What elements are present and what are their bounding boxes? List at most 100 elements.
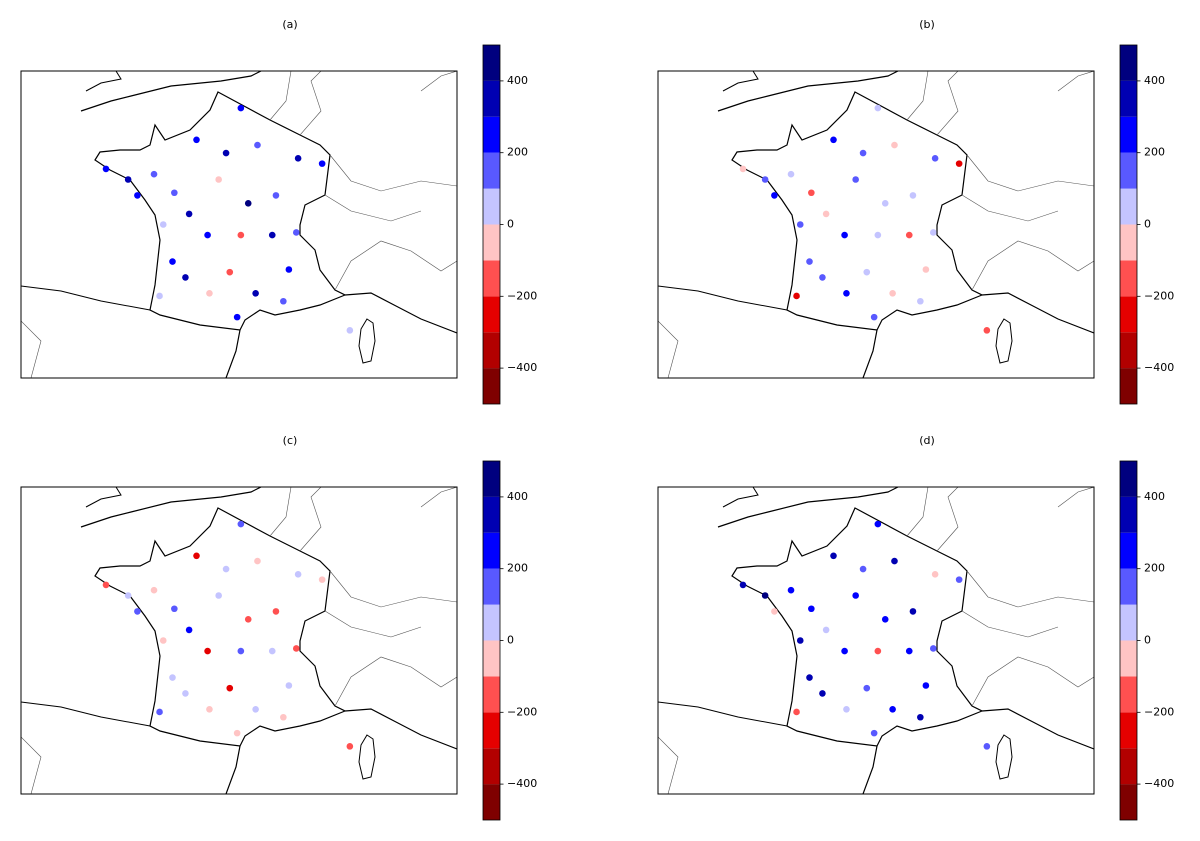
station-point	[134, 192, 141, 199]
station-point	[215, 592, 222, 599]
station-point	[870, 313, 878, 321]
panel-title: (a)	[282, 18, 297, 31]
station-point	[292, 229, 300, 236]
station-point	[346, 743, 354, 750]
station-point	[793, 708, 800, 716]
station-point	[185, 626, 193, 634]
station-point	[233, 313, 241, 321]
station-point	[830, 552, 837, 560]
station-point	[280, 713, 287, 721]
station-point	[891, 557, 898, 565]
station-point	[874, 104, 882, 112]
colorbar-tick-label: −400	[1144, 361, 1174, 374]
station-point	[156, 708, 163, 716]
station-point	[909, 608, 917, 615]
station-point	[917, 713, 924, 721]
colorbar-segment	[1120, 496, 1137, 533]
colorbar-segment	[483, 640, 500, 677]
station-point	[237, 104, 245, 112]
colorbar-segment	[1120, 332, 1137, 369]
panel: (b) −400 −200 0 200 400	[657, 18, 1174, 405]
station-point	[863, 684, 871, 692]
colorbar-segment	[1120, 188, 1137, 225]
colorbar-segment	[1120, 260, 1137, 297]
station-point	[931, 571, 939, 578]
colorbar-segment	[1120, 604, 1137, 641]
colorbar-tick-label: −400	[507, 777, 537, 790]
station-point	[252, 290, 259, 297]
map	[21, 71, 457, 378]
station-point	[863, 268, 871, 276]
station-point	[917, 297, 924, 305]
station-point	[185, 210, 193, 218]
station-point	[268, 231, 276, 239]
colorbar-tick-label: −400	[1144, 777, 1174, 790]
station-point	[237, 647, 245, 655]
colorbar-segment	[1120, 784, 1137, 820]
station-point	[881, 200, 889, 207]
station-point	[169, 258, 176, 265]
colorbar-tick-label: 200	[507, 562, 528, 575]
colorbar-segment	[483, 604, 500, 641]
station-point	[822, 626, 830, 634]
map-frame	[657, 486, 1095, 795]
colorbar-segment	[483, 461, 500, 497]
station-point	[294, 155, 302, 162]
station-point	[222, 149, 230, 157]
map	[21, 487, 457, 794]
station-point	[787, 586, 795, 594]
panel-title: (d)	[919, 434, 935, 447]
station-point	[134, 608, 141, 615]
colorbar-segment	[1120, 152, 1137, 189]
station-point	[819, 690, 826, 697]
colorbar-segment	[1120, 80, 1137, 117]
station-point	[171, 605, 178, 613]
station-point	[150, 586, 158, 594]
station-point	[285, 266, 293, 273]
station-point	[859, 565, 867, 573]
colorbar-segment	[483, 45, 500, 81]
station-point	[852, 176, 859, 183]
colorbar-segment	[1120, 116, 1137, 153]
station-point	[891, 141, 898, 149]
station-point	[102, 581, 110, 589]
colorbar-segment	[1120, 368, 1137, 404]
colorbar-segment	[1120, 748, 1137, 785]
station-point	[843, 290, 850, 297]
station-point	[843, 706, 850, 713]
station-point	[870, 729, 878, 737]
station-point	[771, 192, 778, 199]
station-point	[852, 592, 859, 599]
station-point	[102, 165, 110, 173]
colorbar-tick-label: 200	[507, 146, 528, 159]
station-point	[244, 200, 252, 207]
station-point	[808, 605, 815, 613]
colorbar-tick-label: 0	[1144, 218, 1151, 231]
station-point	[233, 729, 241, 737]
station-point	[193, 136, 200, 144]
station-point	[881, 616, 889, 623]
map	[658, 71, 1094, 378]
panel-title: (b)	[919, 18, 935, 31]
station-point	[292, 645, 300, 652]
station-point	[761, 592, 769, 599]
station-point	[761, 176, 769, 183]
station-point	[204, 647, 211, 655]
station-point	[237, 231, 245, 239]
station-point	[124, 592, 132, 599]
station-point	[819, 274, 826, 281]
station-point	[159, 637, 167, 644]
colorbar-segment	[1120, 224, 1137, 261]
station-point	[739, 165, 747, 173]
colorbar-segment	[483, 224, 500, 261]
station-point	[874, 231, 882, 239]
colorbar-segment	[483, 496, 500, 533]
station-point	[874, 520, 882, 528]
colorbar-segment	[1120, 676, 1137, 713]
colorbar-segment	[483, 296, 500, 333]
colorbar-tick-label: −200	[507, 705, 537, 718]
station-point	[983, 327, 991, 334]
station-point	[244, 616, 252, 623]
colorbar-segment	[1120, 461, 1137, 497]
